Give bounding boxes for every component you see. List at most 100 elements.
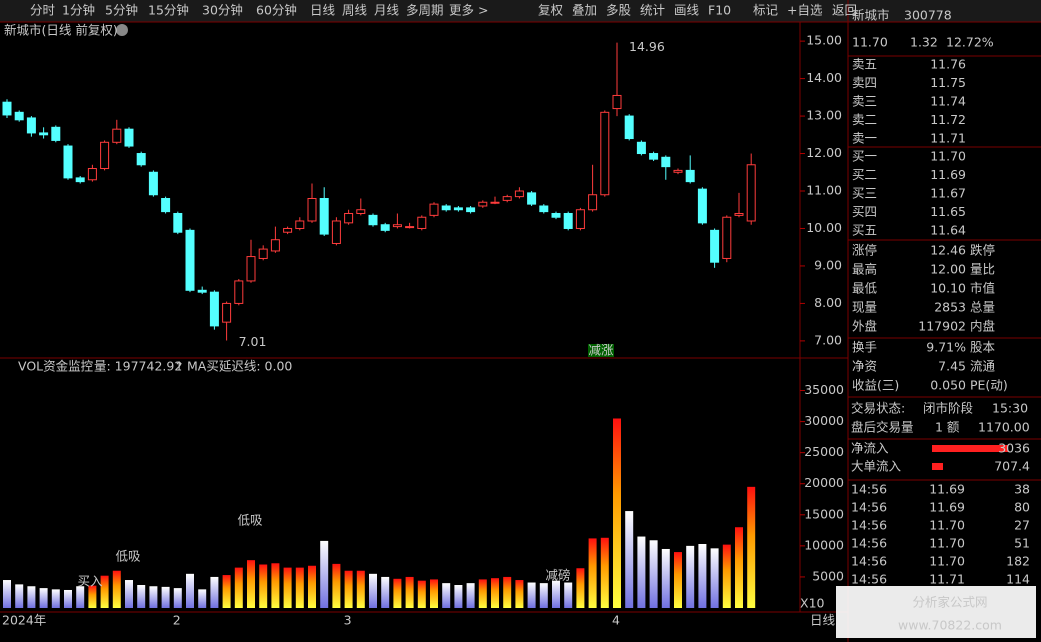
candle-body bbox=[283, 227, 293, 233]
toolbar-tab[interactable]: 5分钟 bbox=[105, 3, 138, 18]
volume-bar bbox=[625, 511, 634, 608]
candle-body bbox=[539, 205, 549, 213]
volume-bar bbox=[15, 584, 24, 608]
volume-bar bbox=[308, 565, 316, 608]
volume-bar bbox=[161, 586, 170, 608]
y-tick-label: 12.00 bbox=[806, 145, 842, 160]
stat-label: 股本 bbox=[970, 340, 996, 355]
candle-body bbox=[307, 198, 317, 222]
trade-price: 11.71 bbox=[929, 572, 965, 587]
stat-label: 流通 bbox=[970, 359, 996, 374]
toolbar-tab[interactable]: 日线 bbox=[310, 3, 336, 18]
trade-volume: 80 bbox=[1014, 500, 1030, 515]
order-label: 卖四 bbox=[852, 75, 877, 90]
toolbar-tab[interactable]: 多周期 bbox=[406, 3, 444, 18]
stat-label: 总量 bbox=[970, 300, 995, 315]
candle-body bbox=[392, 224, 402, 228]
candle-body bbox=[2, 101, 12, 116]
order-price: 11.69 bbox=[930, 167, 966, 182]
toolbar-tab[interactable]: 30分钟 bbox=[202, 3, 243, 18]
toolbar-button[interactable]: 标记 bbox=[753, 3, 779, 18]
toolbar-button[interactable]: +自选 bbox=[787, 3, 823, 18]
candle-body bbox=[685, 169, 695, 183]
volume-bar bbox=[222, 575, 231, 608]
order-label: 卖三 bbox=[852, 94, 877, 109]
toolbar-tab[interactable]: 更多 > bbox=[449, 3, 488, 18]
stat-label: 外盘 bbox=[852, 319, 877, 334]
y-tick-label: 20000 bbox=[804, 475, 844, 490]
candle-body bbox=[588, 194, 598, 211]
candle-body bbox=[63, 145, 73, 179]
stat-label: 内盘 bbox=[970, 319, 995, 334]
candle-body bbox=[197, 289, 207, 293]
watermark-box bbox=[836, 586, 1036, 638]
trade-time: 14:56 bbox=[851, 536, 887, 551]
signal-box bbox=[588, 344, 614, 357]
volume-bar bbox=[686, 545, 695, 608]
toolbar-tab[interactable]: 月线 bbox=[374, 3, 400, 18]
volume-bar bbox=[405, 576, 414, 608]
status-value: 1170.00 bbox=[978, 420, 1030, 435]
stat-value: 2853 bbox=[934, 300, 966, 315]
stat-value: 10.10 bbox=[930, 281, 966, 296]
trade-volume: 182 bbox=[1006, 554, 1030, 569]
trade-time: 14:56 bbox=[851, 572, 887, 587]
candle-body bbox=[527, 192, 537, 205]
candle-body bbox=[161, 198, 171, 213]
candle-body bbox=[234, 280, 244, 304]
candle-body bbox=[222, 302, 232, 323]
toolbar-button[interactable]: 统计 bbox=[640, 3, 665, 18]
toolbar-tab[interactable]: 60分钟 bbox=[256, 3, 297, 18]
volume-bar bbox=[234, 567, 243, 608]
panel-subtitle: 量: 197742.92 bbox=[94, 359, 182, 374]
toolbar-button[interactable]: 画线 bbox=[674, 3, 700, 18]
toolbar-button[interactable]: 叠加 bbox=[572, 3, 597, 18]
order-price: 11.75 bbox=[930, 75, 966, 90]
stat-label: 最高 bbox=[852, 262, 877, 277]
candle-body bbox=[722, 216, 732, 259]
stat-label: 涨停 bbox=[852, 243, 877, 258]
flow-label: 净流入 bbox=[851, 441, 889, 456]
candle-body bbox=[319, 198, 329, 235]
flow-label: 大单流入 bbox=[851, 459, 902, 474]
candle-body bbox=[148, 171, 158, 196]
candle-body bbox=[185, 229, 195, 291]
stat-label: 现量 bbox=[852, 300, 877, 315]
candle-body bbox=[575, 209, 585, 229]
volume-bar bbox=[198, 589, 207, 608]
toolbar-tab[interactable]: 周线 bbox=[342, 3, 368, 18]
stat-value: 12.00 bbox=[930, 262, 966, 277]
candle-body bbox=[490, 201, 500, 204]
toolbar-tab[interactable]: 分时 bbox=[30, 3, 56, 18]
status-value: 闭市阶段 bbox=[923, 401, 973, 416]
candle-body bbox=[563, 212, 573, 229]
candle-body bbox=[600, 111, 610, 196]
toolbar-button[interactable]: 返回 bbox=[832, 3, 857, 18]
annotation: 7.01 bbox=[239, 334, 267, 349]
toolbar-button[interactable]: 多股 bbox=[606, 3, 632, 18]
volume-bar bbox=[283, 567, 292, 608]
toolbar bbox=[0, 0, 1041, 22]
stat-label: 跌停 bbox=[970, 243, 995, 258]
candle-body bbox=[453, 207, 463, 211]
volume-bar bbox=[112, 570, 121, 608]
candle-body bbox=[112, 128, 122, 143]
x-tick-label: 2 bbox=[173, 613, 181, 628]
volume-bar bbox=[722, 544, 731, 608]
toolbar-tab[interactable]: 1分钟 bbox=[62, 3, 95, 18]
toolbar-tab[interactable]: 15分钟 bbox=[148, 3, 189, 18]
candle-body bbox=[124, 128, 134, 147]
toolbar-button[interactable]: F10 bbox=[708, 3, 731, 18]
candle-body bbox=[673, 169, 683, 173]
candle-body bbox=[466, 207, 476, 213]
volume-bar bbox=[588, 538, 597, 608]
candle-body bbox=[246, 256, 256, 282]
last-price: 11.70 bbox=[852, 35, 888, 50]
volume-bar bbox=[491, 578, 499, 608]
panel-button[interactable] bbox=[116, 24, 128, 36]
stat-label: 净资 bbox=[852, 359, 877, 374]
volume-bar bbox=[637, 536, 646, 608]
order-price: 11.67 bbox=[930, 186, 966, 201]
toolbar-button[interactable]: 复权 bbox=[538, 3, 564, 18]
